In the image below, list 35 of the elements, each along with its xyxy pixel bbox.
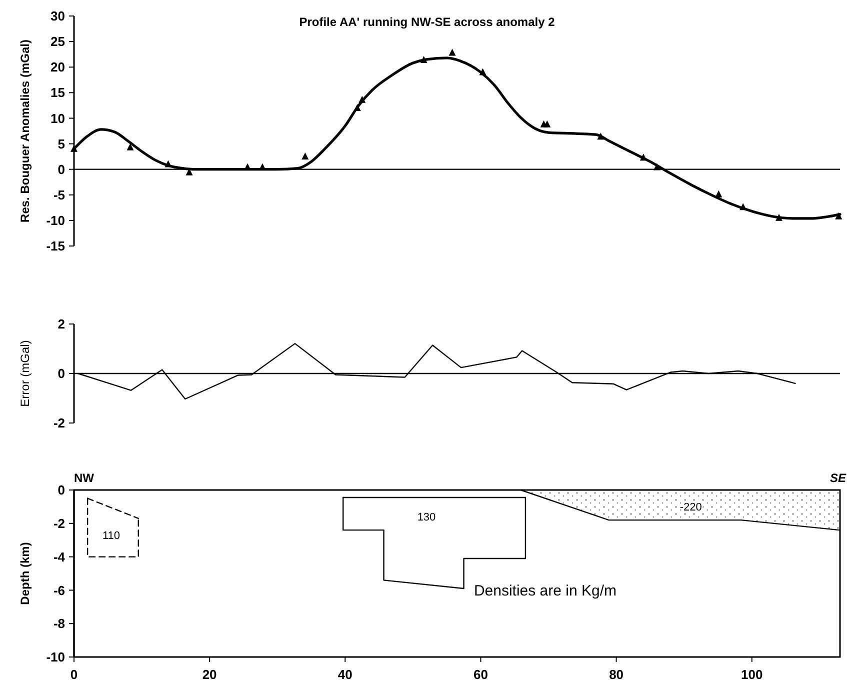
- x-tick-label: 100: [741, 667, 763, 682]
- y-tick-label: -10: [46, 212, 65, 228]
- x-tick-label: 20: [202, 667, 217, 682]
- y-tick-label: -2: [53, 416, 65, 431]
- y-tick-label: 0: [58, 482, 65, 498]
- annotation: Densities are in Kg/m: [474, 582, 617, 600]
- annotation: 130: [417, 512, 436, 524]
- y-tick-label: -15: [46, 238, 65, 254]
- y-tick-label: 2: [58, 316, 65, 332]
- x-tick-label: 40: [338, 667, 352, 682]
- y-tick-label: 30: [50, 8, 65, 24]
- annotation: 110: [102, 530, 120, 542]
- y-tick-label: 0: [58, 366, 65, 382]
- chart-title: Profile AA' running NW-SE across anomaly 2: [299, 15, 556, 29]
- y-tick-label: 0: [58, 162, 65, 177]
- text: SE: [830, 471, 847, 485]
- y-tick-label: -4: [53, 549, 66, 564]
- y-tick-label: 20: [50, 60, 65, 75]
- text: NW: [74, 471, 95, 485]
- y-tick-label: -8: [53, 616, 65, 632]
- y-tick-label: 5: [58, 136, 65, 152]
- x-tick-label: 60: [473, 667, 488, 682]
- x-tick-label: 0: [70, 667, 78, 682]
- y-axis-title: Res. Bouguer Anomalies (mGal): [18, 40, 32, 222]
- y-tick-label: -10: [46, 650, 65, 665]
- y-tick-label: -2: [53, 516, 65, 531]
- y-axis-title: Error (mGal): [18, 340, 32, 407]
- y-tick-label: -6: [53, 582, 65, 598]
- x-tick-label: 80: [609, 667, 624, 682]
- y-tick-label: 10: [50, 110, 65, 126]
- y-tick-label: 25: [50, 34, 65, 50]
- y-tick-label: -5: [53, 187, 65, 202]
- y-tick-label: 15: [50, 85, 65, 100]
- annotation: -220: [680, 502, 702, 514]
- y-axis-title: Depth (km): [18, 542, 32, 605]
